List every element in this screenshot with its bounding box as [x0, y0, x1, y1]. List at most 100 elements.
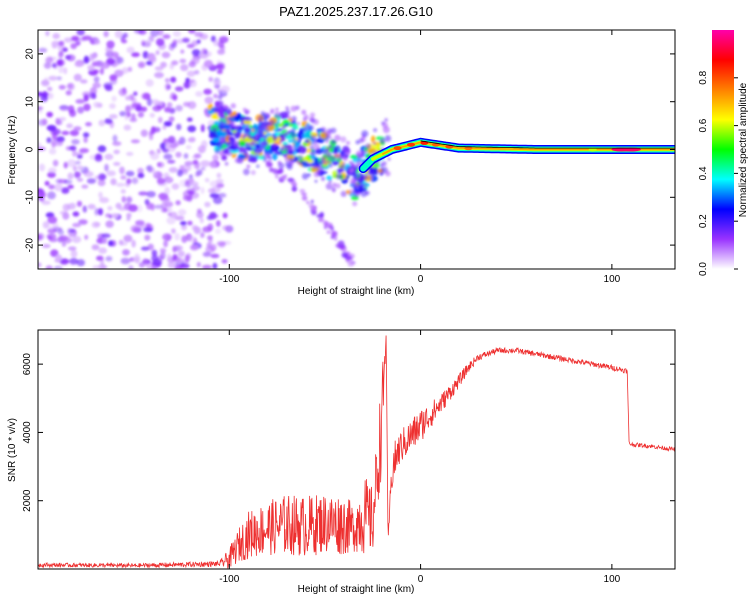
heatmap-cell	[150, 152, 160, 160]
heatmap-cell	[67, 184, 74, 189]
heatmap-cell	[355, 159, 362, 166]
heatmap-cell	[167, 212, 172, 217]
heatmap-cell	[80, 79, 88, 84]
heatmap-cell	[295, 148, 300, 154]
spectrogram-x-tick-label: 0	[418, 274, 424, 285]
heatmap-cell	[201, 140, 208, 149]
heatmap-cell	[121, 39, 128, 44]
signal-tone	[358, 137, 675, 174]
heatmap-cell	[203, 88, 212, 95]
heatmap-cell	[320, 156, 327, 162]
heatmap-cell	[142, 51, 149, 59]
heatmap-cell	[58, 84, 66, 90]
heatmap-cell	[71, 139, 80, 145]
spectrogram-y-label: Frequency (Hz)	[7, 116, 18, 185]
heatmap-cell	[310, 199, 314, 204]
heatmap-cell	[187, 220, 193, 226]
heatmap-cell	[162, 124, 167, 130]
heatmap-cell	[48, 75, 58, 81]
heatmap-cell	[97, 179, 106, 187]
heatmap-cell	[371, 135, 376, 144]
heatmap-cell	[128, 265, 134, 269]
heatmap-cell	[169, 63, 175, 70]
heatmap-cell	[355, 175, 361, 181]
heatmap-cell	[119, 241, 128, 246]
heatmap-cell	[184, 161, 193, 166]
heatmap-cell	[200, 160, 211, 167]
heatmap-cell	[152, 171, 158, 177]
heatmap-cell	[220, 85, 230, 93]
heatmap-cell	[167, 253, 172, 260]
heatmap-cell	[121, 196, 127, 203]
heatmap-cell	[272, 153, 278, 161]
heatmap-cell	[54, 183, 63, 192]
heatmap-cell	[172, 245, 177, 253]
heatmap-cell	[250, 170, 256, 176]
heatmap-cell	[137, 172, 145, 179]
heatmap-cell	[196, 39, 201, 44]
heatmap-cell	[76, 259, 86, 267]
heatmap-cell	[310, 134, 317, 142]
heatmap-cell	[132, 227, 141, 233]
heatmap-cell	[356, 150, 361, 155]
heatmap-cell	[349, 181, 354, 185]
colorbar-tick-label: 0.6	[698, 118, 709, 132]
heatmap-cell	[200, 232, 205, 238]
heatmap-cell	[233, 141, 239, 147]
heatmap-cell	[68, 228, 76, 234]
heatmap-cell	[46, 137, 52, 144]
heatmap-cell	[45, 265, 53, 269]
heatmap-cell	[111, 95, 117, 102]
heatmap-cell	[62, 212, 70, 220]
heatmap-cell	[365, 190, 370, 196]
heatmap-cell	[72, 211, 80, 217]
heatmap-cell	[330, 139, 336, 144]
heatmap-cell	[340, 245, 344, 251]
heatmap-cell	[207, 235, 213, 241]
heatmap-cell	[209, 160, 217, 169]
heatmap-cell	[174, 265, 183, 269]
heatmap-cell	[48, 225, 58, 231]
heatmap-cell	[217, 192, 227, 198]
heatmap-cell	[280, 146, 286, 151]
heatmap-cell	[314, 179, 318, 183]
heatmap-cell	[204, 96, 214, 104]
heatmap-cell	[240, 121, 245, 126]
heatmap-cell	[39, 191, 47, 198]
heatmap-cell	[272, 136, 278, 142]
heatmap-cell	[246, 164, 251, 169]
heatmap-cell	[188, 30, 196, 34]
heatmap-cell	[348, 160, 355, 167]
snr-axes: -100 0 100 2000 4000 6000	[22, 330, 675, 585]
heatmap-cell	[271, 142, 277, 149]
heatmap-cell	[66, 123, 73, 129]
heatmap-cell	[193, 226, 201, 235]
heatmap-cell	[328, 179, 332, 184]
heatmap-cell	[130, 139, 140, 144]
heatmap-cell	[120, 175, 127, 180]
heatmap-cell	[66, 159, 77, 168]
heatmap-cell	[109, 114, 118, 119]
heatmap-cell	[335, 183, 341, 189]
heatmap-cell	[285, 109, 291, 115]
snr-frame	[37, 329, 676, 570]
heatmap-cell	[109, 74, 118, 81]
heatmap-cell	[215, 178, 224, 184]
heatmap-cell	[216, 172, 222, 179]
heatmap-cell	[112, 141, 122, 147]
heatmap-cell	[174, 233, 181, 241]
heatmap-cell	[289, 157, 293, 161]
heatmap-cell	[172, 254, 178, 260]
heatmap-cell	[245, 116, 250, 122]
heatmap-cell	[169, 211, 178, 219]
heatmap-cell	[69, 129, 79, 137]
heatmap-cell	[63, 67, 68, 75]
heatmap-cell	[52, 33, 60, 40]
heatmap-cell	[124, 112, 129, 121]
heatmap-cell	[147, 165, 153, 173]
heatmap-cell	[93, 76, 100, 83]
heatmap-cell	[164, 186, 170, 195]
snr-x-tick-label: -100	[219, 574, 239, 585]
heatmap-cell	[210, 113, 218, 120]
heatmap-cell	[83, 94, 89, 102]
